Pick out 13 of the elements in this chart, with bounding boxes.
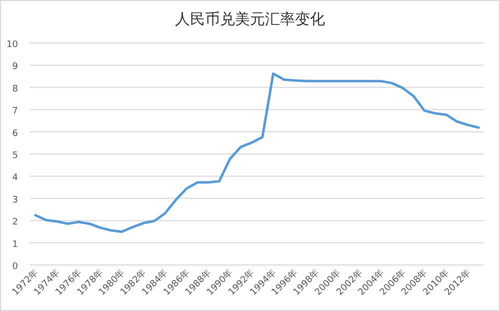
y-tick-label: 8	[12, 84, 18, 94]
y-tick-label: 6	[12, 128, 18, 139]
line-series	[34, 72, 480, 233]
y-tick-label: 0	[12, 262, 18, 272]
y-tick-label: 9	[12, 62, 18, 72]
chart-title: 人民币兑美元汇率变化	[175, 10, 325, 28]
y-tick-label: 3	[12, 195, 18, 206]
y-tick-label: 4	[12, 173, 18, 184]
y-tick-label: 2	[12, 218, 18, 228]
y-tick-label: 10	[6, 40, 18, 50]
y-tick-label: 1	[12, 240, 18, 250]
y-tick-label: 5	[12, 151, 18, 161]
y-tick-label: 7	[12, 106, 18, 117]
